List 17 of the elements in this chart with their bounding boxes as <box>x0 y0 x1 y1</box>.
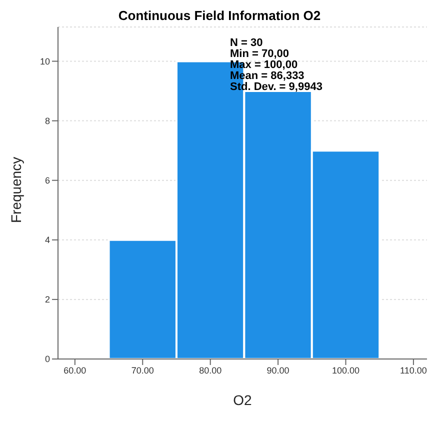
y-tick-label: 6 <box>44 176 50 186</box>
x-tick-label: 60.00 <box>64 365 86 376</box>
y-tick-label: 8 <box>44 116 50 126</box>
x-tick-label: 90.00 <box>266 365 290 376</box>
y-tick-label: 4 <box>44 235 50 246</box>
y-tick-label: 2 <box>44 294 50 305</box>
x-axis-title: O2 <box>233 392 252 408</box>
annotation: N = 30 <box>230 37 264 49</box>
annotation: Min = 70,00 <box>230 48 290 60</box>
y-axis-title: Frequency <box>8 156 24 223</box>
x-tick-label: 70.00 <box>131 365 154 376</box>
chart-title: Continuous Field Information O2 <box>117 8 322 23</box>
y-tick-label: 10 <box>40 56 50 66</box>
y-tick-label: 0 <box>44 354 50 364</box>
x-tick-label: 100.00 <box>332 365 360 376</box>
x-tick-label: 110.00 <box>400 365 427 376</box>
x-tick-label: 80.00 <box>199 365 222 376</box>
